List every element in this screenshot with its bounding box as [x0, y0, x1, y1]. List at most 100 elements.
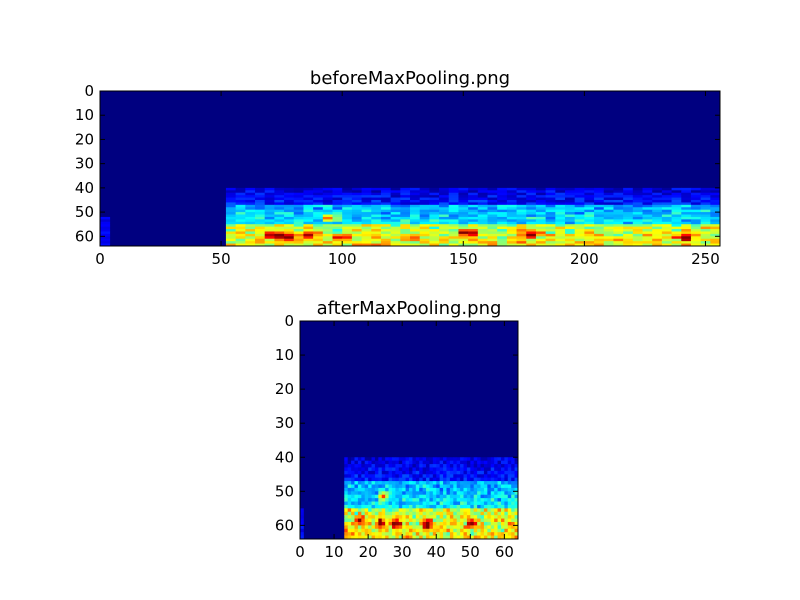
- heatmap-cell: [409, 474, 413, 479]
- heatmap-cell: [449, 528, 454, 533]
- heatmap-cell: [506, 233, 517, 237]
- heatmap-cell: [351, 460, 355, 465]
- heatmap-cell: [613, 243, 624, 247]
- heatmap-cell: [391, 515, 396, 519]
- heatmap-cell: [511, 518, 515, 523]
- heatmap-cell: [565, 209, 576, 213]
- heatmap-cell: [700, 221, 711, 225]
- heatmap-cell: [351, 231, 362, 235]
- heatmap-cell: [477, 474, 481, 479]
- heatmap-cell: [506, 219, 517, 223]
- heatmap-cell: [347, 481, 352, 485]
- heatmap-cell: [480, 504, 485, 509]
- heatmap-cell: [391, 457, 396, 462]
- heatmap-cell: [332, 216, 343, 220]
- heatmap-cell: [526, 231, 537, 235]
- heatmap-cell: [511, 474, 515, 479]
- heatmap-cell: [463, 474, 468, 479]
- heatmap-cell: [642, 231, 653, 235]
- heatmap-cell: [436, 521, 441, 526]
- heatmap-cell: [623, 199, 634, 203]
- heatmap-cell: [466, 508, 471, 513]
- heatmap-cell: [378, 494, 383, 499]
- heatmap-cell: [456, 508, 461, 513]
- heatmap-cell: [449, 487, 454, 492]
- heatmap-cell: [412, 460, 417, 465]
- heatmap-cell: [429, 464, 434, 468]
- heatmap-cell: [535, 209, 547, 213]
- heatmap-cell: [351, 515, 355, 519]
- heatmap-cell: [422, 518, 427, 523]
- heatmap-cell: [371, 474, 376, 479]
- heatmap-cells: [300, 321, 519, 540]
- heatmap-cell: [426, 484, 430, 489]
- heatmap-cell: [225, 238, 237, 242]
- heatmap-cell: [623, 190, 634, 194]
- heatmap-cell: [264, 187, 275, 191]
- heatmap-cell: [284, 190, 295, 194]
- heatmap-cell: [642, 236, 653, 240]
- heatmap-cell: [361, 491, 366, 496]
- heatmap-cell: [497, 197, 508, 201]
- heatmap-cell: [632, 216, 643, 220]
- heatmap-cell: [623, 219, 634, 223]
- heatmap-cell: [507, 504, 512, 509]
- heatmap-cell: [381, 525, 386, 530]
- heatmap-cell: [405, 508, 410, 513]
- heatmap-cell: [514, 518, 519, 523]
- heatmap-cell: [448, 207, 459, 211]
- heatmap-cell: [245, 236, 256, 240]
- heatmap-cell: [374, 501, 379, 506]
- heatmap-cell: [293, 233, 304, 237]
- heatmap-cell: [449, 467, 454, 472]
- x-tick-label: 100: [328, 250, 357, 268]
- heatmap-cell: [466, 515, 471, 519]
- heatmap-cell: [555, 238, 566, 242]
- heatmap-cell: [661, 209, 672, 213]
- heatmap-cell: [255, 226, 266, 230]
- heatmap-cell: [504, 491, 509, 496]
- heatmap-cell: [293, 190, 304, 194]
- heatmap-cell: [439, 233, 450, 237]
- heatmap-cell: [412, 470, 417, 475]
- heatmap-cell: [398, 464, 403, 468]
- heatmap-cell: [504, 477, 509, 482]
- heatmap-cell: [245, 221, 256, 225]
- heatmap-cell: [332, 204, 343, 208]
- heatmap-cell: [432, 481, 437, 485]
- heatmap-cell: [293, 192, 304, 196]
- heatmap-cell: [255, 224, 266, 228]
- heatmap-cell: [446, 474, 451, 479]
- heatmap-cell: [385, 460, 389, 465]
- heatmap-cell: [535, 214, 547, 218]
- heatmap-cell: [429, 532, 434, 536]
- heatmap-cell: [623, 207, 634, 211]
- heatmap-cell: [274, 195, 285, 198]
- heatmap-cell: [429, 474, 434, 479]
- heatmap-cell: [388, 532, 393, 536]
- heatmap-cell: [390, 231, 401, 235]
- heatmap-cell: [487, 535, 492, 540]
- heatmap-cell: [274, 221, 285, 225]
- heatmap-cell: [460, 491, 464, 496]
- heatmap-cell: [361, 481, 366, 485]
- heatmap-cell: [487, 238, 498, 242]
- heatmap-cell: [245, 197, 256, 201]
- heatmap-cell: [422, 498, 427, 502]
- heatmap-cell: [603, 212, 614, 215]
- heatmap-cell: [371, 464, 376, 468]
- heatmap-cell: [398, 481, 403, 485]
- heatmap-cell: [497, 464, 502, 468]
- heatmap-cell: [388, 457, 393, 462]
- heatmap-cell: [506, 204, 517, 208]
- heatmap-cell: [429, 508, 434, 513]
- heatmap-cell: [351, 525, 355, 530]
- heatmap-cell: [364, 515, 369, 519]
- heatmap-cell: [661, 241, 672, 244]
- heatmap-cell: [100, 233, 111, 237]
- heatmap-cell: [594, 229, 605, 232]
- heatmap-cell: [545, 190, 556, 194]
- heatmap-cell: [322, 221, 333, 225]
- heatmap-cell: [429, 470, 434, 475]
- heatmap-cell: [368, 511, 372, 516]
